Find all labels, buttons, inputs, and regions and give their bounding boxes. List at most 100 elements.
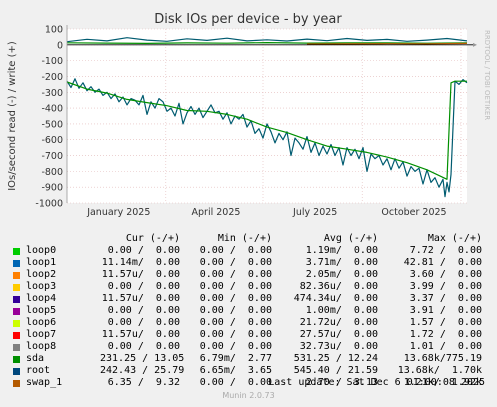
grid — [67, 28, 467, 204]
legend-avg: 27.57u/ 0.00 — [299, 329, 378, 340]
legend-min: 0.00 / 0.00 — [199, 329, 272, 340]
legend-min: 0.00 / 0.00 — [199, 341, 272, 352]
rrdtool-credit: RRDTOOL / TOBI OETIKER — [483, 30, 491, 120]
last-update: Last update: Sat Dec 6 01:00:08 2025 — [268, 377, 485, 388]
legend-cur: 0.00 / 0.00 — [107, 317, 180, 328]
legend-max: 1.57 / 0.00 — [409, 317, 482, 328]
x-axis-arrow — [473, 42, 477, 47]
legend-avg: 3.71m/ 0.00 — [305, 257, 378, 268]
legend-header-cur: Cur (-/+) — [125, 233, 180, 244]
legend-avg: 21.72u/ 0.00 — [299, 317, 378, 328]
legend-header-max: Max (-/+) — [427, 233, 482, 244]
legend-min: 6.65m/ 3.65 — [199, 365, 272, 376]
legend-swatch — [13, 380, 20, 387]
legend-min: 0.00 / 0.00 — [199, 317, 272, 328]
legend-name: loop5 — [26, 305, 57, 316]
legend-row-loop2: loop2 11.57u/ 0.00 0.00 / 0.00 2.05m/ 0.00 3… — [0, 269, 497, 281]
legend-swatch — [13, 368, 20, 375]
legend-cur: 11.14m/ 0.00 — [101, 257, 180, 268]
legend-avg: 545.40 / 21.59 — [293, 365, 378, 376]
legend-header-min: Min (-/+) — [217, 233, 272, 244]
legend-min: 0.00 / 0.00 — [199, 269, 272, 280]
legend-row-swap_1: swap_1 6.35 / 9.32 0.00 / 0.00 2.70 / 3.13 1… — [0, 377, 497, 389]
legend-swatch — [13, 320, 20, 327]
legend-max: 7.72 / 0.00 — [409, 245, 482, 256]
legend-name: loop1 — [26, 257, 57, 268]
legend-row-loop3: loop3 0.00 / 0.00 0.00 / 0.00 82.36u/ 0.00 3… — [0, 281, 497, 293]
legend-row-loop6: loop6 0.00 / 0.00 0.00 / 0.00 21.72u/ 0.00 1… — [0, 317, 497, 329]
legend-cur: 0.00 / 0.00 — [107, 305, 180, 316]
legend-swatch — [13, 260, 20, 267]
y-tick-label: -600 — [41, 135, 63, 146]
legend-min: 0.00 / 0.00 — [199, 281, 272, 292]
munin-version: Munin 2.0.73 — [222, 391, 275, 400]
legend-name: sda — [26, 353, 45, 364]
legend-min: 0.00 / 0.00 — [199, 377, 272, 388]
series-line-sda — [66, 41, 468, 45]
legend-avg: 32.73u/ 0.00 — [299, 341, 378, 352]
legend-row-loop1: loop1 11.14m/ 0.00 0.00 / 0.00 3.71m/ 0.00 4… — [0, 257, 497, 269]
legend-max: 1.21k/ 1.92k — [403, 377, 482, 388]
legend-cur: 11.57u/ 0.00 — [101, 293, 180, 304]
y-tick-label: 0 — [57, 40, 63, 51]
legend-swatch — [13, 308, 20, 315]
legend-avg: 2.05m/ 0.00 — [305, 269, 378, 280]
legend-cur: 242.43 / 25.79 — [100, 365, 185, 376]
y-tick-label: -700 — [41, 151, 63, 162]
legend-name: loop4 — [26, 293, 57, 304]
legend-max: 1.01 / 0.00 — [409, 341, 482, 352]
chart-title: Disk IOs per device - by year — [154, 12, 342, 27]
y-tick-label: -500 — [41, 119, 63, 130]
legend-min: 0.00 / 0.00 — [199, 257, 272, 268]
x-tick-label: January 2025 — [86, 207, 150, 218]
legend-name: swap_1 — [26, 377, 63, 388]
legend-max: 3.91 / 0.00 — [409, 305, 482, 316]
series-layer — [66, 37, 468, 198]
legend-cur: 0.00 / 0.00 — [107, 341, 180, 352]
legend-name: loop3 — [26, 281, 57, 292]
y-axis-label: IOs/second read (-) / write (+) — [7, 41, 18, 191]
legend-max: 13.68k/ 1.70k — [397, 365, 482, 376]
legend-name: loop6 — [26, 317, 57, 328]
legend-swatch — [13, 344, 20, 351]
legend-row-root: root 242.43 / 25.79 6.65m/ 3.65 545.40 / 21… — [0, 365, 497, 377]
x-tick-label: July 2025 — [292, 207, 337, 218]
legend-avg: 1.19m/ 0.00 — [305, 245, 378, 256]
y-tick-label: -100 — [41, 56, 63, 67]
legend-avg: 82.36u/ 0.00 — [299, 281, 378, 292]
legend-row-loop5: loop5 0.00 / 0.00 0.00 / 0.00 1.00m/ 0.00 3.… — [0, 305, 497, 317]
legend-name: loop8 — [26, 341, 57, 352]
series-line-root — [66, 37, 468, 43]
legend-cur: 231.25 / 13.05 — [100, 353, 185, 364]
legend-row-loop8: loop8 0.00 / 0.00 0.00 / 0.00 32.73u/ 0.00 1… — [0, 341, 497, 353]
legend-swatch — [13, 248, 20, 255]
legend-max: 3.99 / 0.00 — [409, 281, 482, 292]
legend-min: 0.00 / 0.00 — [199, 293, 272, 304]
legend-swatch — [13, 356, 20, 363]
plot-area — [67, 29, 467, 203]
legend-cur: 0.00 / 0.00 — [107, 245, 180, 256]
axes — [66, 25, 477, 203]
legend-avg: 474.34u/ 0.00 — [293, 293, 378, 304]
legend-swatch — [13, 332, 20, 339]
legend-swatch — [13, 284, 20, 291]
series-line-swap_1 — [306, 42, 468, 45]
legend-min: 0.00 / 0.00 — [199, 245, 272, 256]
legend-header-avg: Avg (-/+) — [323, 233, 378, 244]
legend-cur: 11.57u/ 0.00 — [101, 269, 180, 280]
legend-name: loop0 — [26, 245, 57, 256]
y-tick-label: -300 — [41, 88, 63, 99]
y-tick-label: -800 — [41, 167, 63, 178]
legend-row-loop7: loop7 11.57u/ 0.00 0.00 / 0.00 27.57u/ 0.00… — [0, 329, 497, 341]
legend-cur: 6.35 / 9.32 — [107, 377, 180, 388]
y-tick-label: -400 — [41, 104, 63, 115]
legend-cur: 0.00 / 0.00 — [107, 281, 180, 292]
y-tick-label: -1000 — [35, 199, 63, 210]
legend-name: loop2 — [26, 269, 57, 280]
legend-header: Cur (-/+) Min (-/+) Avg (-/+) Max (-/+) — [0, 233, 497, 245]
legend-cur: 11.57u/ 0.00 — [101, 329, 180, 340]
legend-avg: 1.00m/ 0.00 — [305, 305, 378, 316]
legend-swatch — [13, 296, 20, 303]
y-tick-label: 100 — [45, 25, 63, 36]
legend-max: 3.60 / 0.00 — [409, 269, 482, 280]
